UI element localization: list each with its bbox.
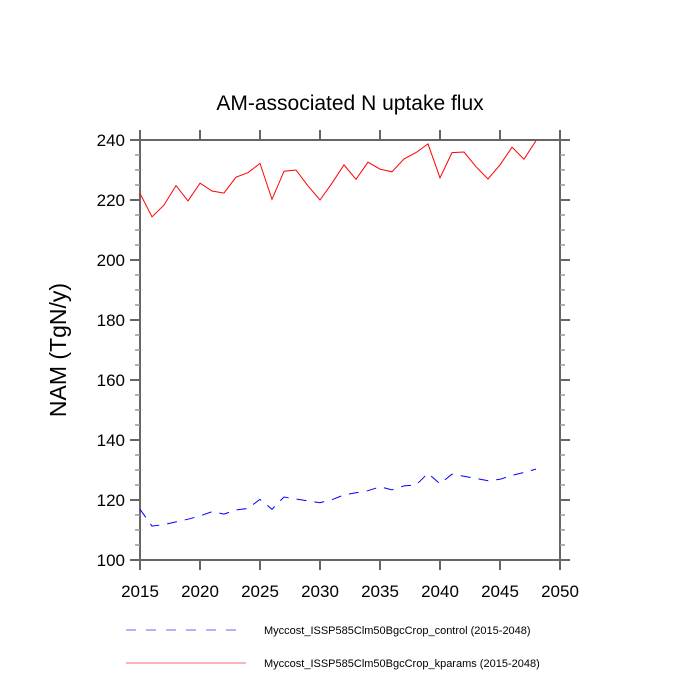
y-tick-label: 240 xyxy=(97,131,125,150)
legend-label: Myccost_ISSP585Clm50BgcCrop_kparams (201… xyxy=(264,658,540,670)
x-tick-label: 2040 xyxy=(421,582,459,601)
y-tick-label: 220 xyxy=(97,191,125,210)
legend: Myccost_ISSP585Clm50BgcCrop_control (201… xyxy=(126,625,540,670)
chart-title: AM-associated N uptake flux xyxy=(216,92,484,115)
series-line-kparams xyxy=(139,140,537,218)
y-tick-label: 200 xyxy=(97,251,125,270)
y-tick-label: 160 xyxy=(97,371,125,390)
x-tick-label: 2020 xyxy=(181,582,219,601)
y-tick-label: 180 xyxy=(97,311,125,330)
axes: 2015 2020 2025 2030 2035 2040 2045 2050 100 120 14… xyxy=(97,130,579,601)
x-tick-label: 2035 xyxy=(361,582,399,601)
x-tick-label: 2030 xyxy=(301,582,339,601)
x-tick-label: 2045 xyxy=(481,582,519,601)
y-tick-label: 120 xyxy=(97,491,125,510)
x-tick-label: 2015 xyxy=(121,582,159,601)
x-tick-label: 2050 xyxy=(541,582,579,601)
y-tick-label: 140 xyxy=(97,431,125,450)
series-layer xyxy=(139,140,537,527)
x-tick-label: 2025 xyxy=(241,582,279,601)
y-axis-label: NAM (TgN/y) xyxy=(45,283,71,417)
y-tick-label: 100 xyxy=(97,551,125,570)
series-line-control xyxy=(139,468,537,527)
legend-label: Myccost_ISSP585Clm50BgcCrop_control (201… xyxy=(264,625,531,637)
